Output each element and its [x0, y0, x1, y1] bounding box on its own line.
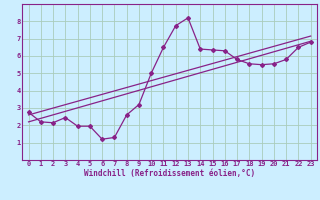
- X-axis label: Windchill (Refroidissement éolien,°C): Windchill (Refroidissement éolien,°C): [84, 169, 255, 178]
